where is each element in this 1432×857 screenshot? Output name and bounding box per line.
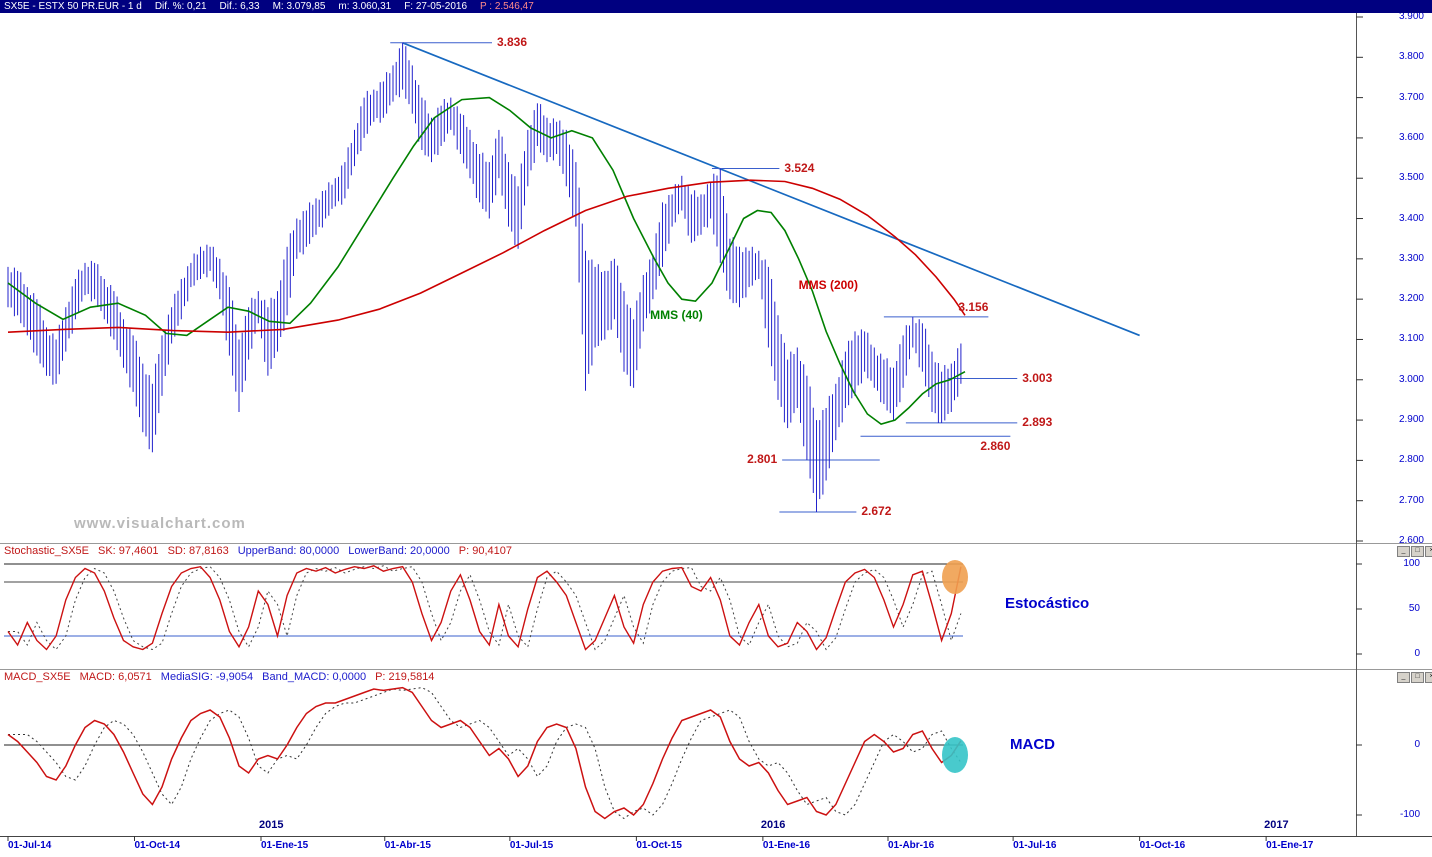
x-axis-date-label: 01-Abr-16 [888, 840, 935, 851]
macd-header: MACD_SX5E MACD: 6,0571 MediaSIG: -9,9054 Ba… [4, 671, 443, 683]
header-segment: MACD_SX5E [4, 671, 71, 683]
header-segment: Band_MACD: 0,0000 [262, 671, 367, 683]
close-icon[interactable]: × [1425, 546, 1432, 557]
mms40-label: MMS (40) [650, 308, 703, 323]
x-axis-date-label: 01-Ene-16 [762, 840, 811, 851]
x-axis-year-label: 2016 [760, 819, 786, 831]
stochastic-window-controls: _ □ × [1397, 546, 1432, 557]
price-level-label: 3.003 [1022, 370, 1053, 385]
y-axis-label: 3.700 [1398, 91, 1424, 103]
x-axis-date-label: 01-Oct-16 [1139, 840, 1186, 851]
y-axis-label: 3.600 [1398, 131, 1424, 143]
header-segment: P: 90,4107 [458, 545, 512, 557]
y-axis-label: 2.700 [1398, 494, 1424, 506]
macd-axis-label: -100 [1399, 809, 1420, 820]
header-segment: SK: 97,4601 [98, 545, 159, 557]
price-level-label: 2.860 [980, 439, 1011, 454]
x-axis-year-label: 2015 [259, 819, 284, 831]
y-axis-label: 2.800 [1398, 454, 1424, 466]
price-level-label: 3.156 [958, 299, 989, 314]
header-segment: SD: 87,8163 [167, 545, 229, 557]
y-axis-label: 3.000 [1398, 373, 1424, 385]
header-segment: LowerBand: 20,0000 [348, 545, 450, 557]
stochastic-axis-label: 100 [1403, 558, 1420, 569]
x-axis-date-label: 01-Abr-15 [384, 840, 431, 851]
stochastic-header: Stochastic_SX5E SK: 97,4601 SD: 87,8163 Upp… [4, 545, 521, 557]
title-segment: P : 2.546,47 [480, 1, 534, 12]
y-axis-label: 2.600 [1398, 535, 1424, 546]
x-axis-date-label: 01-Jul-14 [8, 840, 52, 851]
stochastic-chart-area[interactable] [0, 558, 1356, 668]
header-segment: UpperBand: 80,0000 [237, 545, 340, 557]
stochastic-axis-label: 0 [1414, 648, 1420, 659]
price-level-label: 2.893 [1022, 414, 1053, 429]
macd-window-controls: _ □ × [1397, 672, 1432, 683]
macd-axis-label: 0 [1414, 739, 1420, 750]
price-level-label: 3.524 [784, 160, 815, 175]
macd-panel-label: MACD [1010, 736, 1055, 753]
maximize-icon[interactable]: □ [1411, 672, 1424, 683]
stochastic-axis-label: 50 [1408, 603, 1420, 614]
minimize-icon[interactable]: _ [1397, 546, 1410, 557]
macd-chart-area[interactable] [0, 683, 1356, 833]
y-axis-label: 3.800 [1398, 51, 1424, 63]
title-segment: m: 3.060,31 [338, 1, 392, 12]
price-level-label: 3.836 [497, 34, 528, 49]
header-segment: Stochastic_SX5E [4, 545, 89, 557]
header-segment: MediaSIG: -9,9054 [160, 671, 254, 683]
x-axis-date-label: 01-Oct-15 [636, 840, 682, 851]
watermark: www.visualchart.com [74, 515, 246, 532]
x-axis-year-label: 2017 [1264, 819, 1289, 831]
x-axis-date-label: 01-Jul-16 [1013, 840, 1057, 851]
price-level-label: 2.801 [747, 451, 778, 466]
x-axis-date-label: 01-Ene-17 [1266, 840, 1314, 851]
title-segment: Dif. %: 0,21 [154, 1, 207, 12]
mms200-label: MMS (200) [798, 278, 858, 293]
y-axis-label: 3.900 [1398, 11, 1424, 22]
x-axis-date-label: 01-Ene-15 [261, 840, 309, 851]
y-axis-label: 3.300 [1398, 252, 1424, 264]
y-axis-label: 3.400 [1398, 212, 1424, 224]
header-segment: MACD: 6,0571 [79, 671, 152, 683]
x-axis-date-label: 01-Oct-14 [134, 840, 181, 851]
title-segment: F: 27-05-2016 [404, 1, 468, 12]
x-axis-date-label: 01-Jul-15 [509, 840, 554, 851]
chart-title-bar: SX5E - ESTX 50 PR.EUR - 1 d Dif. %: 0,21 D… [0, 0, 1432, 13]
title-segment: SX5E - ESTX 50 PR.EUR - 1 d [4, 1, 142, 12]
y-axis-label: 3.100 [1398, 333, 1424, 345]
maximize-icon[interactable]: □ [1411, 546, 1424, 557]
y-axis-label: 2.900 [1398, 414, 1424, 426]
stochastic-panel-label: Estocástico [1005, 595, 1090, 612]
title-segment: Dif.: 6,33 [219, 1, 260, 12]
price-chart-area[interactable] [0, 13, 1356, 543]
price-level-label: 2.672 [861, 503, 892, 518]
header-segment: P: 219,5814 [375, 671, 435, 683]
y-axis-label: 3.200 [1398, 293, 1424, 305]
y-axis-label: 3.500 [1398, 172, 1424, 184]
close-icon[interactable]: × [1425, 672, 1432, 683]
minimize-icon[interactable]: _ [1397, 672, 1410, 683]
title-segment: M: 3.079,85 [272, 1, 326, 12]
